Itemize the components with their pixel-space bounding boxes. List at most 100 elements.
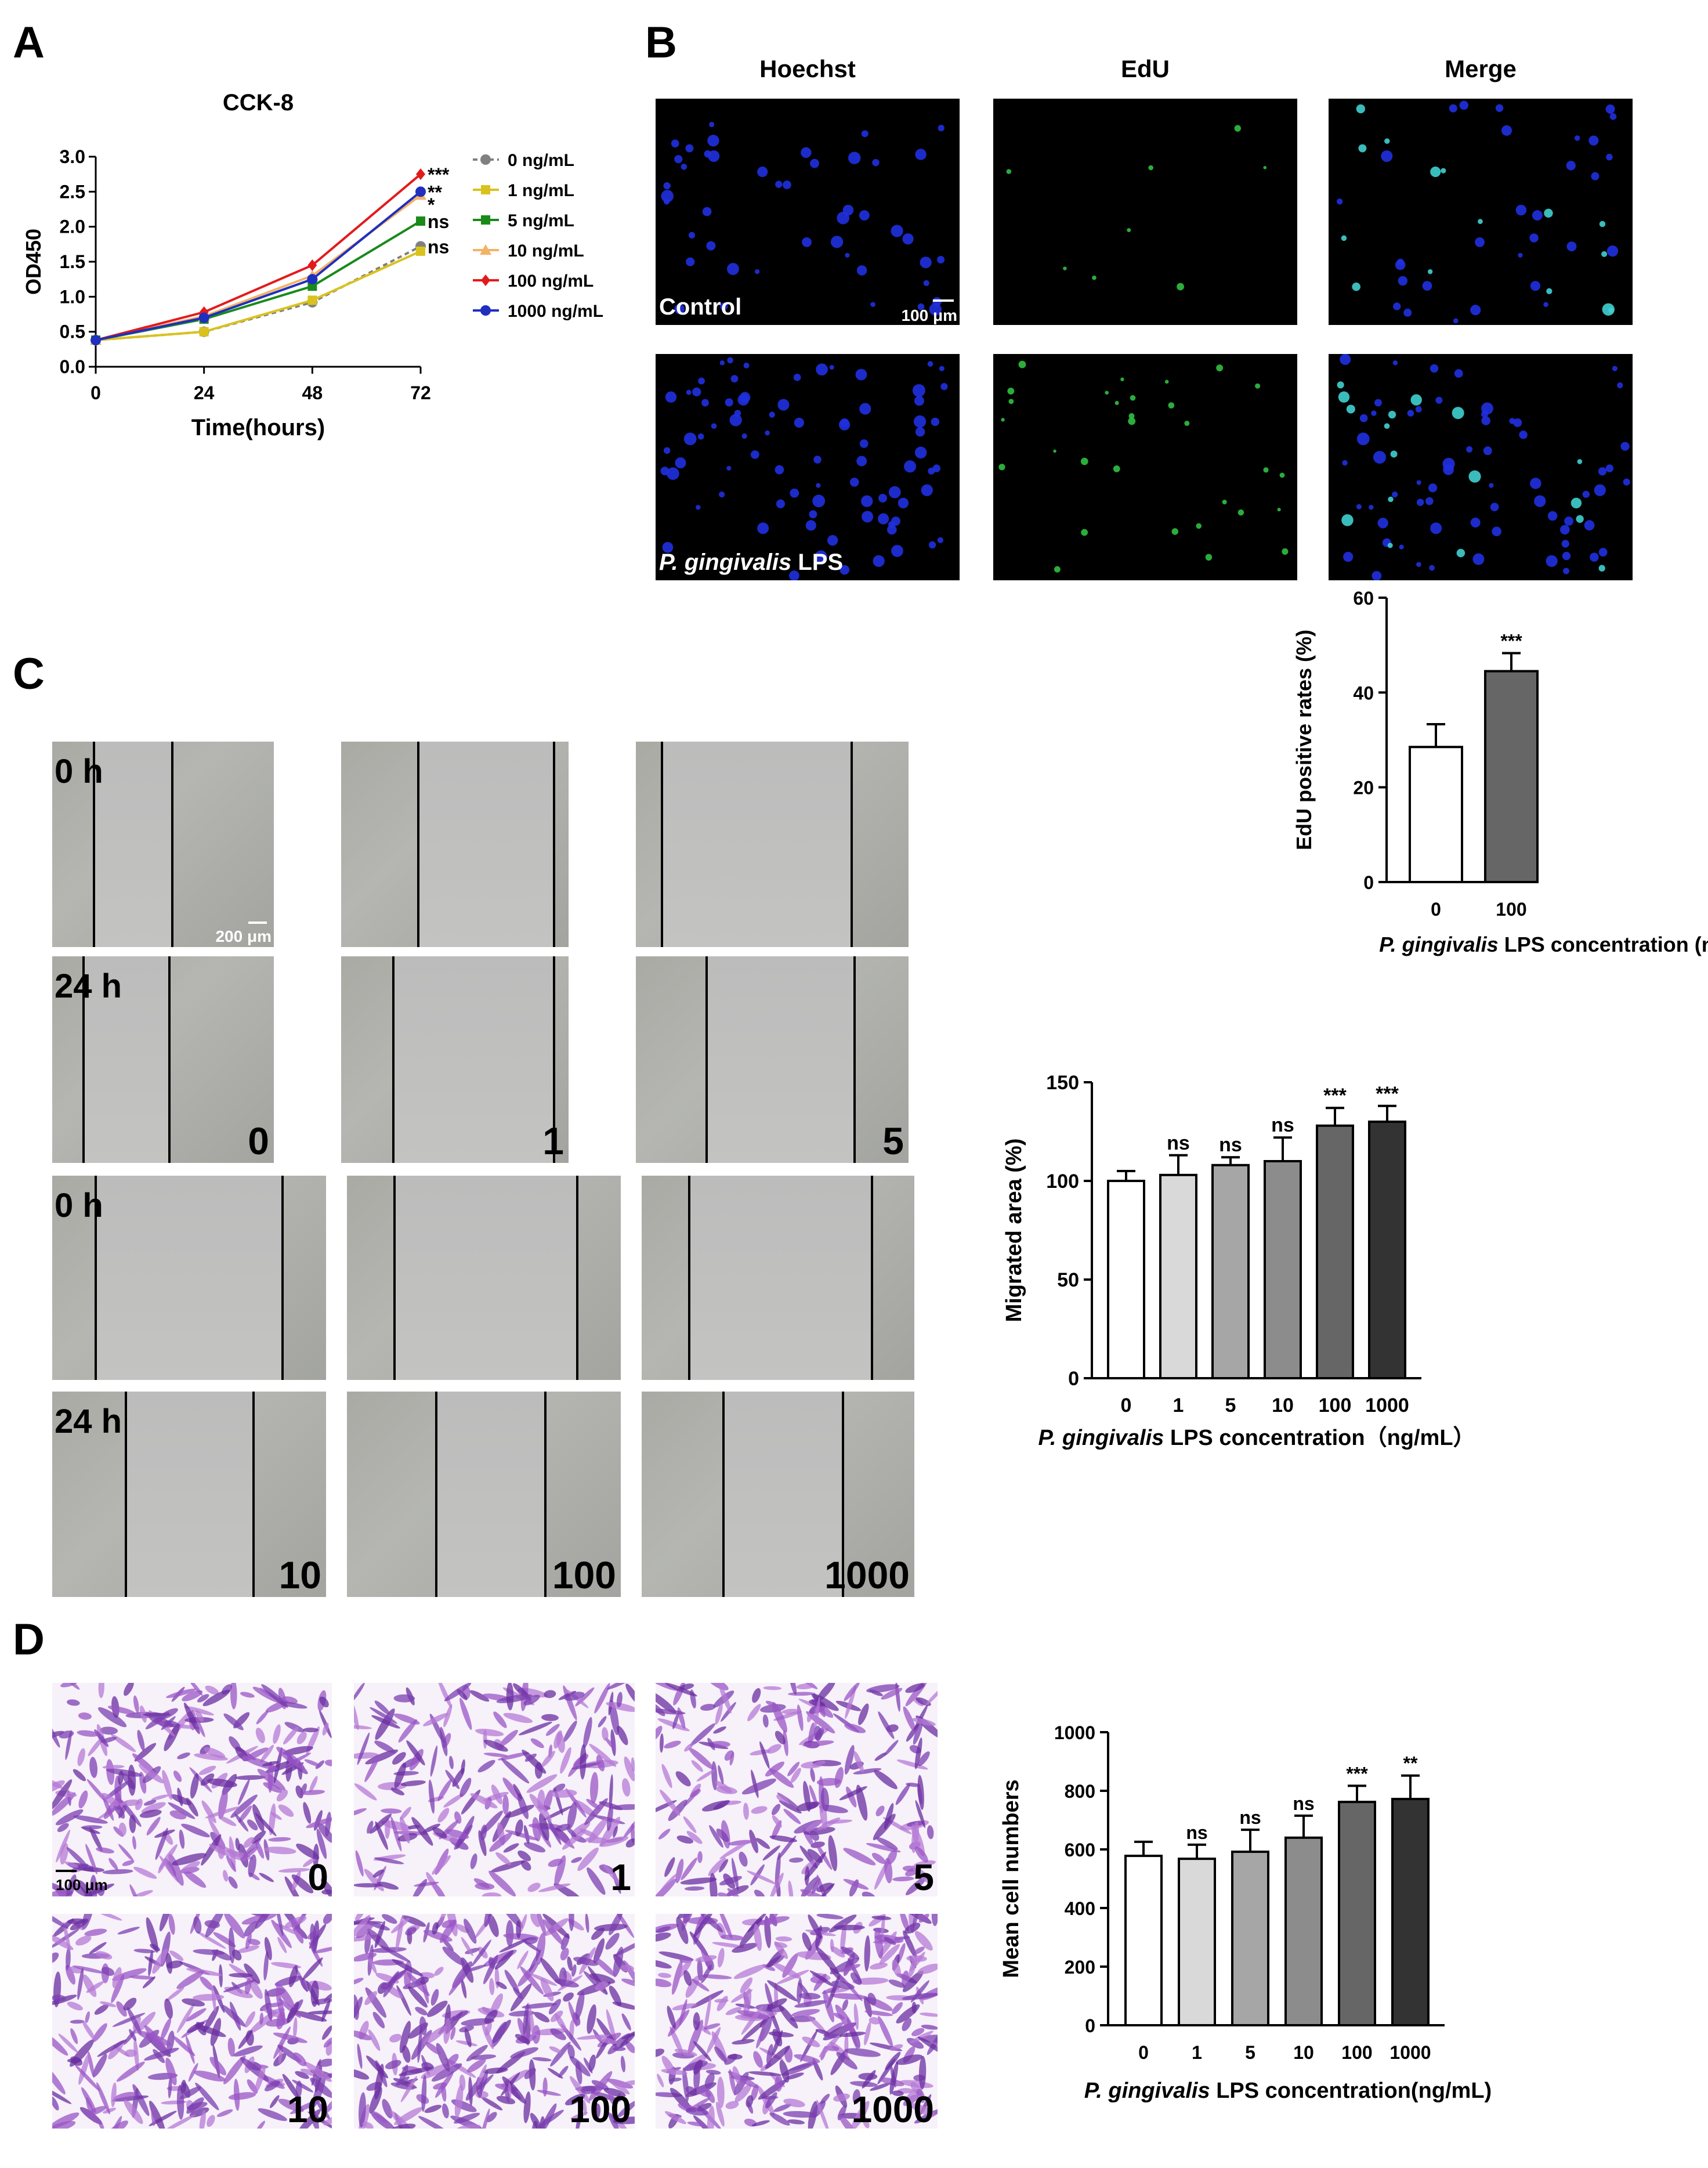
stained-cell: [268, 1837, 291, 1842]
stained-cell: [741, 1778, 776, 1795]
stained-cell: [195, 2082, 219, 2111]
stained-cell: [612, 2001, 635, 2010]
merge-control-image: [1329, 99, 1633, 325]
stained-cell: [892, 1876, 914, 1881]
stained-cell: [766, 1744, 781, 1754]
stained-cell: [896, 1759, 928, 1770]
cell-nucleus: [1216, 364, 1224, 371]
stained-cell: [354, 1935, 378, 1942]
stained-cell: [783, 1808, 801, 1824]
transwell-image: 0 100 μm: [52, 1683, 332, 1896]
stained-cell: [785, 2072, 804, 2080]
stained-cell: [794, 2000, 828, 2008]
stained-cell: [354, 1883, 382, 1888]
panel-letter-b: B: [645, 18, 677, 67]
stained-cell: [127, 2007, 142, 2035]
stained-cell: [491, 1784, 502, 1805]
stained-cell: [495, 1852, 511, 1866]
stained-cell: [96, 2082, 110, 2115]
stained-cell: [377, 1881, 399, 1890]
stained-cell: [567, 2044, 575, 2059]
cell-nucleus: [1472, 553, 1485, 565]
stained-cell: [664, 1740, 681, 1749]
stained-cell: [240, 1846, 259, 1861]
cell-nucleus: [1415, 406, 1422, 413]
significance-label: ns: [428, 211, 449, 232]
stained-cell: [772, 1963, 801, 1979]
cell-nucleus: [1605, 104, 1615, 114]
scratch-edge-line: [871, 1176, 873, 1380]
stained-cell: [399, 2021, 411, 2053]
stained-cell: [756, 2028, 765, 2048]
stained-cell: [732, 2066, 741, 2084]
stained-cell: [498, 1752, 529, 1761]
stained-cell: [530, 1973, 558, 1986]
stained-cell: [204, 1747, 226, 1758]
stained-cell: [906, 1876, 927, 1896]
cell-nucleus: [1571, 497, 1582, 509]
stained-cell: [57, 1823, 69, 1833]
stained-cell: [313, 1946, 332, 1953]
stained-cell: [295, 2071, 309, 2079]
cell-nucleus: [1395, 259, 1406, 270]
transwell-image: 1000: [656, 1914, 938, 2129]
stained-cell: [293, 2052, 307, 2066]
stained-cell: [838, 2114, 859, 2129]
stained-cell: [470, 1853, 477, 1870]
stained-cell: [797, 1978, 802, 2004]
stained-cell: [740, 1977, 753, 1993]
scratch-edge-line: [842, 1392, 844, 1597]
stained-cell: [248, 1854, 256, 1878]
stained-cell: [117, 1927, 140, 1935]
stained-cell: [759, 1741, 770, 1769]
stained-cell: [765, 1983, 773, 2010]
stained-cell: [730, 1989, 753, 2003]
stained-cell: [909, 2030, 933, 2044]
cell-nucleus: [915, 149, 927, 160]
stained-cells: [354, 1683, 635, 1896]
stained-cell: [452, 2010, 468, 2021]
cell-nucleus: [902, 233, 914, 245]
stained-cell: [800, 2029, 818, 2062]
stained-cell: [931, 1914, 938, 1927]
x-tick-label: 5: [1225, 1394, 1236, 1417]
stained-cell: [586, 1798, 601, 1810]
stained-cell: [884, 1740, 899, 1757]
stained-cell: [296, 1732, 307, 1744]
stained-cell: [476, 2064, 487, 2086]
stained-cell: [687, 2019, 703, 2055]
stained-cell: [690, 1789, 701, 1798]
stained-cell: [834, 1766, 844, 1788]
cell-nucleus: [859, 210, 870, 221]
stained-cell: [362, 2122, 374, 2129]
stained-cell: [201, 1800, 216, 1823]
stained-cell: [920, 2012, 938, 2017]
stained-cell: [806, 1711, 835, 1734]
stained-cell: [97, 2118, 104, 2129]
cell-nucleus: [681, 164, 687, 170]
stained-cell: [475, 1728, 504, 1737]
concentration-label: 0: [248, 1119, 269, 1162]
stained-cell: [685, 2107, 709, 2116]
stained-cell: [820, 1787, 830, 1812]
concentration-label: 100: [552, 1553, 616, 1596]
merge-lps-image: [1329, 354, 1633, 580]
cell-nucleus: [1481, 416, 1490, 425]
stained-cell: [148, 1950, 153, 1977]
cell-nucleus: [1456, 548, 1465, 558]
stained-cell: [545, 1723, 560, 1736]
stained-cell: [296, 1843, 320, 1860]
stained-cell: [729, 2069, 736, 2095]
x-tick-label: 100: [1341, 2042, 1372, 2063]
stained-cell: [693, 2012, 700, 2030]
cell-nucleus: [849, 478, 859, 487]
stained-cell: [539, 1813, 549, 1841]
stained-cells: [52, 1683, 332, 1896]
stained-cell: [710, 1873, 718, 1896]
stained-cell: [621, 2013, 631, 2030]
stained-cell: [516, 1920, 521, 1939]
stained-cell: [461, 1979, 467, 1999]
stained-cell: [382, 1914, 397, 1924]
stained-cell: [146, 1816, 161, 1835]
stained-cell: [862, 2070, 876, 2088]
